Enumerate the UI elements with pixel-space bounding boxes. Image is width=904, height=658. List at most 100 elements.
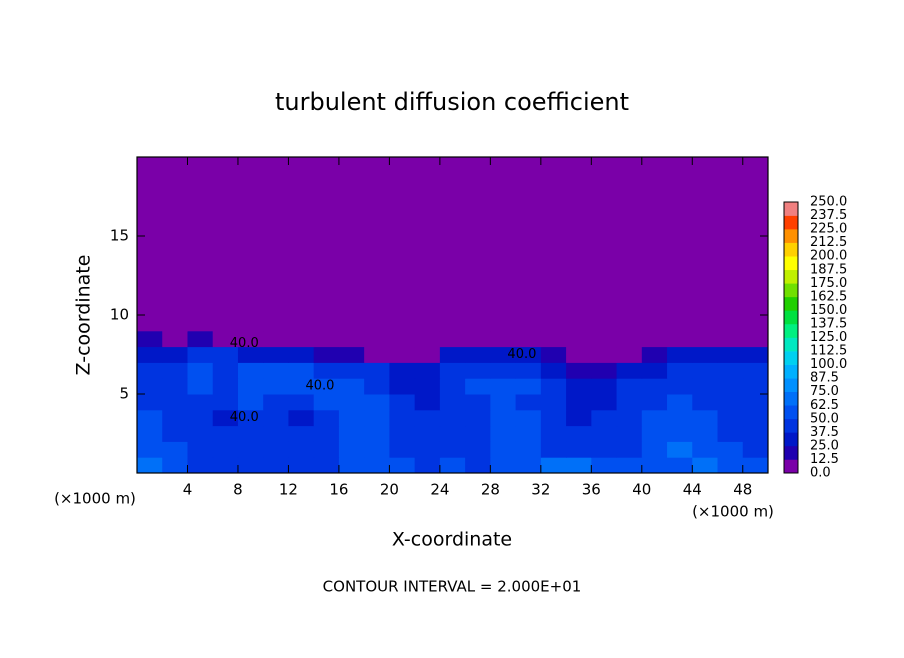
field-cell bbox=[439, 157, 466, 332]
field-cell bbox=[263, 157, 289, 332]
field-cell bbox=[263, 394, 289, 411]
field-cell bbox=[641, 425, 668, 442]
field-cell bbox=[313, 157, 340, 332]
field-cell bbox=[717, 441, 744, 458]
field-cell bbox=[490, 409, 517, 427]
field-cell bbox=[212, 441, 239, 458]
colorbar-label: 50.0 bbox=[810, 411, 839, 426]
field-cell bbox=[212, 346, 239, 363]
field-cell bbox=[540, 346, 567, 363]
colorbar-label: 237.5 bbox=[810, 208, 847, 223]
field-cell bbox=[692, 330, 719, 348]
field-cell bbox=[742, 425, 769, 442]
field-cell bbox=[338, 441, 365, 458]
field-cell bbox=[465, 441, 491, 458]
field-cell bbox=[490, 394, 517, 411]
field-cell bbox=[439, 425, 466, 442]
colorbar-swatch bbox=[784, 405, 798, 420]
field-cell bbox=[616, 330, 643, 348]
field-cell bbox=[641, 409, 668, 427]
x-tick-label: 20 bbox=[380, 481, 399, 499]
field-cell bbox=[439, 362, 466, 379]
field-cell bbox=[667, 346, 693, 363]
field-cell bbox=[540, 330, 567, 348]
field-cell bbox=[313, 346, 340, 363]
field-cell bbox=[465, 330, 491, 348]
field-cell bbox=[439, 441, 466, 458]
field-cell bbox=[641, 330, 668, 348]
field-cell bbox=[540, 441, 567, 458]
field-cell bbox=[364, 409, 390, 427]
field-cell bbox=[389, 157, 416, 332]
field-cell bbox=[465, 394, 491, 411]
field-cell bbox=[187, 425, 214, 442]
field-cell bbox=[439, 394, 466, 411]
x-tick-label: 48 bbox=[733, 481, 752, 499]
colorbar-label: 75.0 bbox=[810, 384, 839, 399]
field-cell bbox=[667, 441, 693, 458]
field-cell bbox=[641, 362, 668, 379]
colorbar-swatch bbox=[784, 269, 798, 284]
colorbar-label: 100.0 bbox=[810, 357, 847, 372]
colorbar-label: 150.0 bbox=[810, 303, 847, 318]
field-cell bbox=[414, 425, 441, 442]
field-cell bbox=[667, 157, 693, 332]
field-cell bbox=[263, 457, 289, 474]
field-cell bbox=[187, 394, 214, 411]
field-cell bbox=[616, 457, 643, 474]
contour-label: 40.0 bbox=[230, 410, 259, 425]
field-cell bbox=[187, 457, 214, 474]
field-cell bbox=[212, 378, 239, 395]
field-cell bbox=[717, 346, 744, 363]
field-cell bbox=[717, 425, 744, 442]
field-cell bbox=[465, 378, 491, 395]
x-tick-label: 24 bbox=[430, 481, 449, 499]
field-cell bbox=[187, 157, 214, 332]
contour-label: 40.0 bbox=[230, 336, 259, 351]
field-cell bbox=[566, 362, 592, 379]
field-cell bbox=[162, 394, 188, 411]
field-cell bbox=[389, 394, 416, 411]
field-cell bbox=[540, 457, 567, 474]
field-cell bbox=[465, 409, 491, 427]
field-cell bbox=[692, 157, 719, 332]
field-cell bbox=[439, 409, 466, 427]
field-cell bbox=[414, 394, 441, 411]
field-cell bbox=[263, 362, 289, 379]
field-cell bbox=[414, 346, 441, 363]
field-cell bbox=[212, 457, 239, 474]
colorbar-swatch bbox=[784, 391, 798, 406]
field-cell bbox=[364, 157, 390, 332]
field-cell bbox=[338, 409, 365, 427]
field-cell bbox=[162, 346, 188, 363]
x-tick-label: 28 bbox=[481, 481, 500, 499]
field-cell bbox=[137, 394, 163, 411]
field-cell bbox=[414, 457, 441, 474]
colorbar-swatch bbox=[784, 418, 798, 433]
field-cell bbox=[389, 425, 416, 442]
contour-label: 40.0 bbox=[306, 379, 335, 394]
field-cell bbox=[591, 409, 618, 427]
field-cell bbox=[616, 346, 643, 363]
x-tick-label: 36 bbox=[582, 481, 601, 499]
field-cell bbox=[212, 394, 239, 411]
field-cell bbox=[212, 330, 239, 348]
field-cell bbox=[237, 394, 264, 411]
x-tick-label: 44 bbox=[683, 481, 702, 499]
field-cell bbox=[313, 378, 340, 395]
field-cell bbox=[692, 425, 719, 442]
colorbar-swatch bbox=[784, 296, 798, 311]
field-cell bbox=[414, 441, 441, 458]
field-cell bbox=[667, 378, 693, 395]
field-cell bbox=[717, 330, 744, 348]
field-cell bbox=[263, 425, 289, 442]
field-cell bbox=[591, 362, 618, 379]
field-cell bbox=[616, 394, 643, 411]
field-cell bbox=[237, 409, 264, 427]
field-cell bbox=[364, 378, 390, 395]
colorbar-label: 250.0 bbox=[810, 195, 847, 210]
field-cell bbox=[591, 346, 618, 363]
field-cell bbox=[313, 330, 340, 348]
field-cell bbox=[237, 457, 264, 474]
field-cell bbox=[515, 157, 542, 332]
